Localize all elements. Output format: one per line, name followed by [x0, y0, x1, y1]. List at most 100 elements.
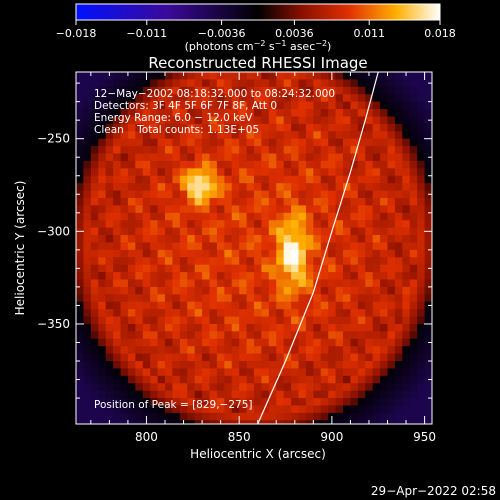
heatmap-cell: [120, 316, 129, 325]
heatmap-cell: [276, 220, 285, 229]
heatmap-cell: [335, 131, 344, 140]
heatmap-cell: [283, 412, 292, 421]
heatmap-cell: [298, 286, 307, 295]
heatmap-cell: [105, 94, 114, 103]
heatmap-cell: [417, 190, 426, 199]
heatmap-cell: [105, 338, 114, 347]
heatmap-cell: [283, 279, 292, 288]
heatmap-cell: [365, 190, 374, 199]
heatmap-cell: [387, 72, 396, 81]
heatmap-cell: [417, 264, 426, 273]
heatmap-cell: [209, 160, 218, 169]
heatmap-cell: [120, 353, 129, 362]
heatmap-cell: [298, 338, 307, 347]
heatmap-cell: [291, 235, 300, 244]
heatmap-cell: [313, 109, 322, 118]
colorbar: [75, 3, 441, 21]
heatmap-cell: [409, 109, 418, 118]
heatmap-cell: [172, 190, 181, 199]
heatmap-cell: [387, 272, 396, 281]
heatmap-cell: [142, 116, 151, 125]
heatmap-cell: [305, 109, 314, 118]
heatmap-cell: [254, 123, 263, 132]
heatmap-image: [76, 72, 432, 424]
heatmap-cell: [402, 168, 411, 177]
heatmap-cell: [127, 257, 136, 266]
heatmap-cell: [113, 123, 122, 132]
heatmap-cell: [409, 390, 418, 399]
heatmap-cell: [402, 346, 411, 355]
heatmap-cell: [105, 123, 114, 132]
heatmap-cell: [127, 227, 136, 236]
heatmap-cell: [194, 94, 203, 103]
heatmap-cell: [402, 116, 411, 125]
heatmap-cell: [254, 264, 263, 273]
heatmap-cell: [120, 309, 129, 318]
heatmap-cell: [402, 101, 411, 110]
heatmap-cell: [283, 323, 292, 332]
heatmap-cell: [261, 420, 270, 424]
heatmap-cell: [209, 205, 218, 214]
heatmap-cell: [224, 301, 233, 310]
heatmap-cell: [209, 272, 218, 281]
heatmap-cell: [165, 375, 174, 384]
heatmap-cell: [268, 412, 277, 421]
heatmap-cell: [105, 301, 114, 310]
heatmap-cell: [179, 398, 188, 407]
heatmap-cell: [127, 123, 136, 132]
heatmap-cell: [135, 294, 144, 303]
heatmap-cell: [357, 205, 366, 214]
heatmap-cell: [387, 405, 396, 414]
heatmap-cell: [209, 138, 218, 147]
heatmap-cell: [380, 205, 389, 214]
heatmap-cell: [298, 205, 307, 214]
heatmap-cell: [209, 197, 218, 206]
heatmap-cell: [261, 257, 270, 266]
heatmap-cell: [365, 294, 374, 303]
heatmap-cell: [409, 116, 418, 125]
heatmap-cell: [246, 346, 255, 355]
heatmap-cell: [417, 249, 426, 258]
heatmap-cell: [372, 338, 381, 347]
heatmap-cell: [320, 160, 329, 169]
heatmap-cell: [157, 138, 166, 147]
heatmap-cell: [261, 264, 270, 273]
heatmap-cell: [179, 212, 188, 221]
heatmap-cell: [98, 160, 107, 169]
heatmap-cell: [194, 227, 203, 236]
heatmap-cell: [83, 168, 92, 177]
heatmap-cell: [179, 249, 188, 258]
heatmap-cell: [254, 86, 263, 95]
heatmap-cell: [76, 257, 85, 266]
heatmap-cell: [76, 146, 85, 155]
heatmap-cell: [83, 264, 92, 273]
heatmap-cell: [150, 138, 159, 147]
heatmap-cell: [320, 398, 329, 407]
heatmap-cell: [268, 272, 277, 281]
heatmap-cell: [276, 264, 285, 273]
heatmap-cell: [365, 309, 374, 318]
heatmap-cell: [246, 353, 255, 362]
heatmap-cell: [394, 249, 403, 258]
heatmap-cell: [387, 175, 396, 184]
heatmap-cell: [120, 235, 129, 244]
heatmap-cell: [335, 353, 344, 362]
heatmap-cell: [83, 361, 92, 370]
heatmap-cell: [417, 405, 426, 414]
heatmap-cell: [261, 272, 270, 281]
heatmap-cell: [261, 368, 270, 377]
heatmap-cell: [424, 235, 432, 244]
heatmap-cell: [172, 346, 181, 355]
heatmap-cell: [291, 138, 300, 147]
heatmap-cell: [357, 279, 366, 288]
heatmap-cell: [320, 94, 329, 103]
heatmap-cell: [157, 316, 166, 325]
heatmap-cell: [172, 338, 181, 347]
heatmap-cell: [142, 316, 151, 325]
heatmap-cell: [105, 212, 114, 221]
heatmap-cell: [172, 309, 181, 318]
heatmap-cell: [113, 420, 122, 424]
heatmap-cell: [135, 86, 144, 95]
heatmap-cell: [298, 212, 307, 221]
heatmap-cell: [90, 368, 99, 377]
